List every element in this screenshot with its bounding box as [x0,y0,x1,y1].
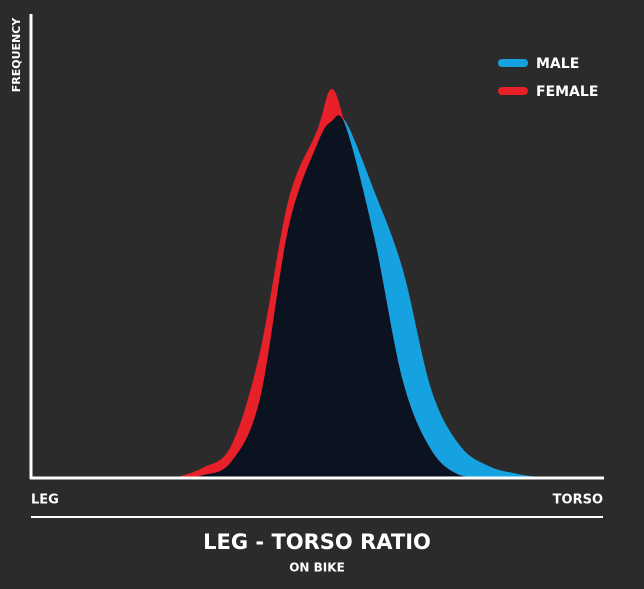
chart-subtitle: ON BIKE [289,561,345,575]
plot-area [174,89,546,479]
y-axis-label: FREQUENCY [10,17,23,93]
legend-label: MALE [536,56,579,72]
chart-title: LEG - TORSO RATIO [203,530,431,554]
x-start-label: LEG [31,493,59,508]
legend: MALE FEMALE [498,56,598,100]
x-end-label: TORSO [553,493,603,508]
legend-label: FEMALE [536,84,598,100]
overlap-area [174,115,546,478]
